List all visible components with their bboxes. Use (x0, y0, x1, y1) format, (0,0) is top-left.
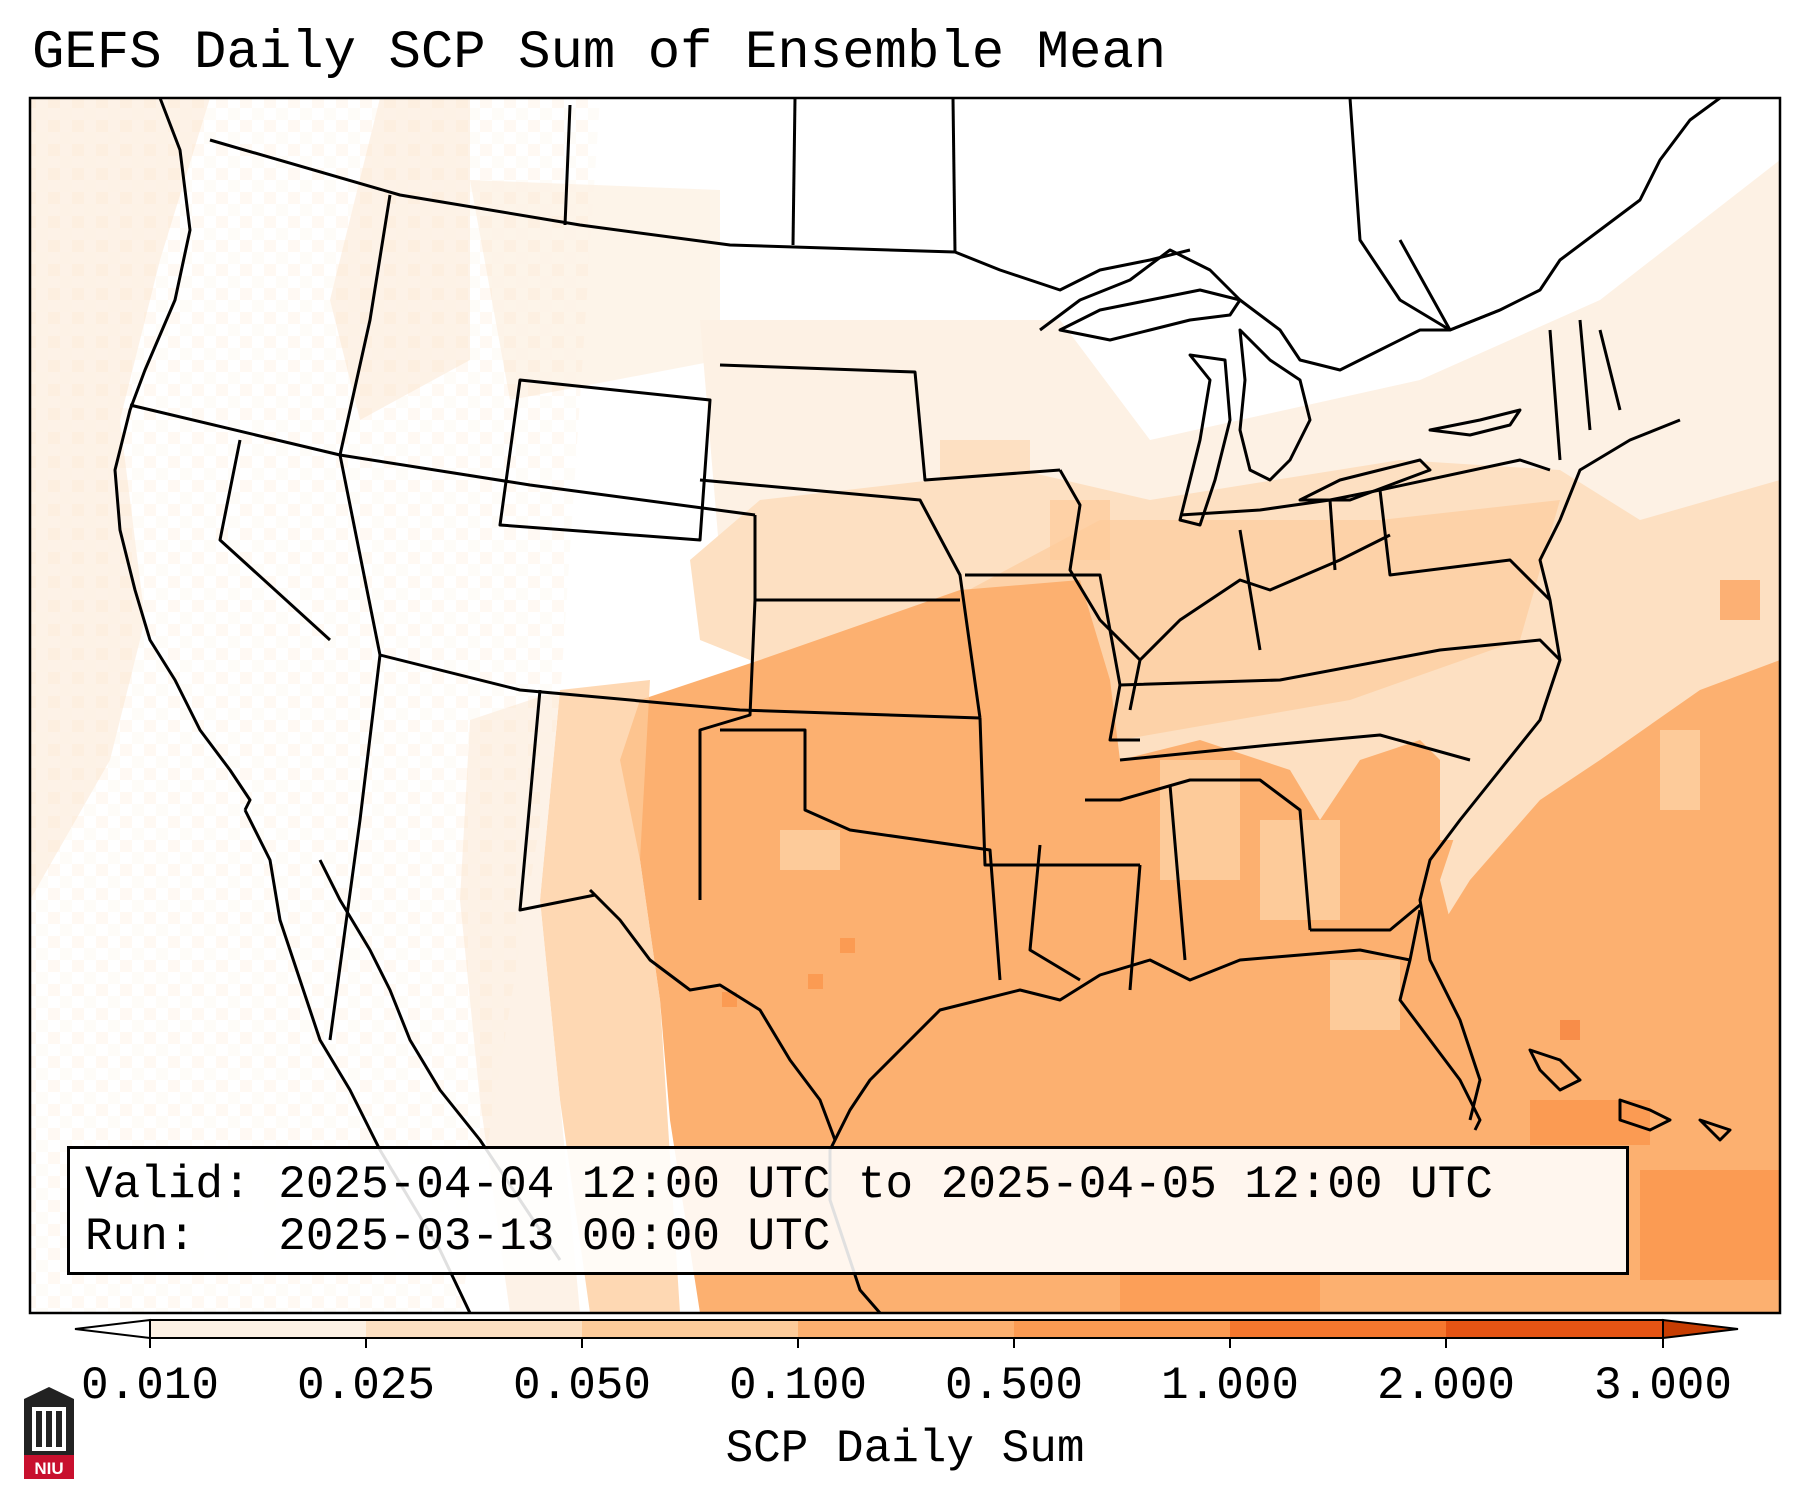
valid-line: Valid: 2025-04-04 12:00 UTC to 2025-04-0… (85, 1159, 1493, 1211)
svg-text:NIU: NIU (34, 1459, 63, 1478)
colorbar-bin-6 (1230, 1320, 1446, 1338)
colorbar-tick-label: 2.000 (1376, 1360, 1516, 1412)
colorbar-tick-label: 0.100 (728, 1360, 868, 1412)
colorbar-over-extension (1662, 1318, 1739, 1340)
colorbar-bin-2 (366, 1320, 582, 1338)
colorbar-tick-label: 0.500 (944, 1360, 1084, 1412)
map-frame (28, 96, 1782, 1315)
colorbar (74, 1318, 1739, 1348)
scp-field (30, 98, 1780, 1313)
colorbar-under-extension (74, 1318, 151, 1340)
run-line: Run: 2025-03-13 00:00 UTC (85, 1211, 830, 1263)
valid-label: Valid: (85, 1159, 251, 1211)
niu-logo: NIU (24, 1387, 74, 1479)
valid-value: 2025-04-04 12:00 UTC to 2025-04-05 12:00… (278, 1159, 1493, 1211)
colorbar-title: SCP Daily Sum (725, 1423, 1085, 1475)
colorbar-tick-label: 0.010 (80, 1360, 220, 1412)
colorbar-bin-7 (1446, 1320, 1663, 1338)
colorbar-bin-4 (798, 1320, 1014, 1338)
colorbar-bin-1 (150, 1320, 366, 1338)
map-title: GEFS Daily SCP Sum of Ensemble Mean (32, 23, 1167, 84)
colorbar-tick-label: 0.050 (512, 1360, 652, 1412)
run-value: 2025-03-13 00:00 UTC (278, 1211, 831, 1263)
colorbar-tick-label: 1.000 (1160, 1360, 1300, 1412)
boundaries (113, 98, 1732, 1313)
colorbar-bin-5 (1014, 1320, 1230, 1338)
run-label: Run: (85, 1211, 196, 1263)
colorbar-ticks (149, 1338, 1664, 1348)
colorbar-tick-label: 0.025 (296, 1360, 436, 1412)
colorbar-tick-label: 3.000 (1593, 1360, 1733, 1412)
colorbar-bin-3 (582, 1320, 798, 1338)
info-box: Valid: 2025-04-04 12:00 UTC to 2025-04-0… (67, 1146, 1629, 1275)
